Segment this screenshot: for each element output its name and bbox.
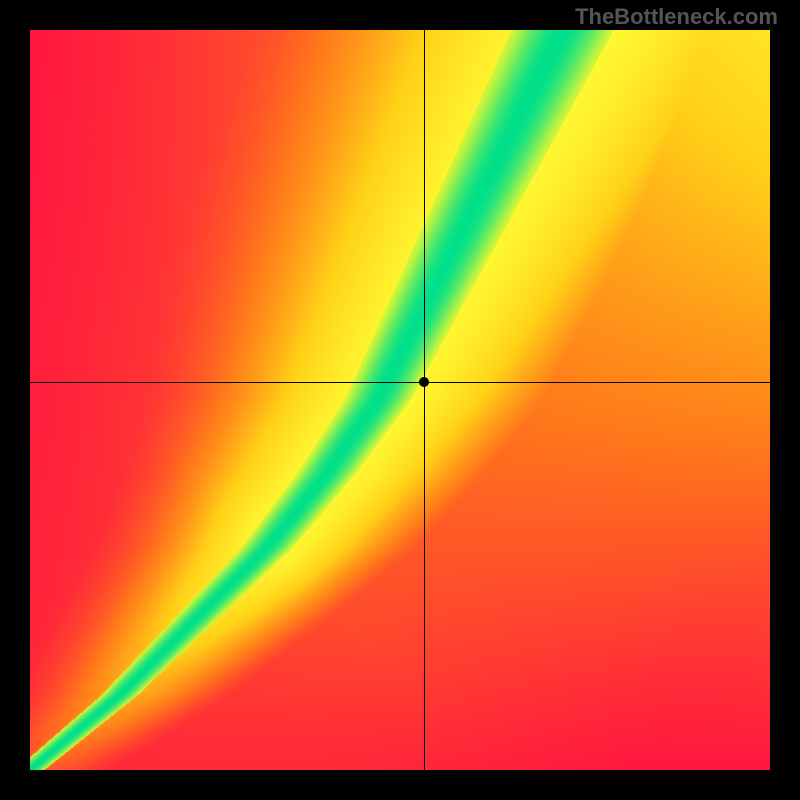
crosshair-horizontal (30, 382, 770, 383)
crosshair-vertical (424, 30, 425, 770)
bottleneck-heatmap-chart (30, 30, 770, 770)
crosshair-point (419, 377, 429, 387)
watermark-text: TheBottleneck.com (575, 4, 778, 30)
heatmap-canvas (30, 30, 770, 770)
